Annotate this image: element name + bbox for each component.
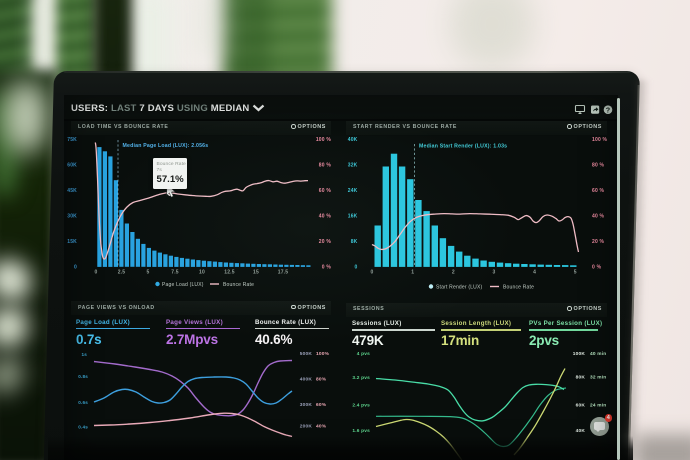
svg-text:300K: 300K — [300, 402, 313, 408]
svg-text:12.5: 12.5 — [224, 270, 235, 276]
svg-text:0.8s: 0.8s — [78, 374, 88, 379]
svg-text:0.4s: 0.4s — [78, 425, 88, 430]
svg-text:17.5: 17.5 — [278, 270, 289, 276]
svg-text:16K: 16K — [348, 214, 358, 220]
svg-text:24K: 24K — [348, 188, 358, 194]
svg-text:0: 0 — [95, 270, 98, 276]
svg-text:60K: 60K — [576, 403, 586, 409]
svg-text:100 %: 100 % — [592, 137, 608, 143]
svg-text:Median Start Render (LUX): 1.0: Median Start Render (LUX): 1.03s — [419, 144, 507, 150]
svg-text:1s: 1s — [81, 352, 87, 357]
svg-text:30K: 30K — [67, 214, 77, 220]
svg-text:Median Page Load (LUX): 2.056s: Median Page Load (LUX): 2.056s — [123, 143, 209, 149]
svg-text:8K: 8K — [351, 239, 358, 245]
svg-text:15: 15 — [253, 270, 259, 276]
svg-text:500K: 500K — [300, 351, 313, 357]
svg-text:400K: 400K — [300, 377, 313, 383]
svg-text:75K: 75K — [67, 137, 77, 143]
svg-text:40K: 40K — [576, 428, 586, 434]
svg-text:0 %: 0 % — [592, 265, 602, 271]
svg-text:3: 3 — [493, 270, 496, 276]
svg-text:0 %: 0 % — [322, 265, 332, 271]
svg-text:20 %: 20 % — [592, 239, 605, 245]
svg-text:2.5: 2.5 — [118, 270, 126, 276]
svg-text:5: 5 — [574, 270, 577, 276]
svg-text:40K: 40K — [348, 137, 358, 143]
svg-text:5: 5 — [147, 270, 150, 276]
svg-text:0.6s: 0.6s — [78, 400, 88, 405]
svg-text:1: 1 — [411, 270, 414, 276]
svg-text:40 %: 40 % — [319, 214, 332, 220]
svg-text:40 min: 40 min — [590, 351, 606, 357]
svg-text:100K: 100K — [573, 351, 586, 357]
svg-text:7.5: 7.5 — [171, 270, 179, 276]
svg-text:45K: 45K — [67, 188, 77, 194]
svg-text:60K: 60K — [67, 163, 77, 169]
svg-text:100%: 100% — [316, 351, 330, 357]
svg-text:200K: 200K — [300, 424, 313, 430]
svg-text:0: 0 — [371, 270, 374, 276]
svg-text:60 %: 60 % — [319, 188, 332, 194]
svg-text:?: ? — [606, 106, 610, 115]
svg-text:4 pvs: 4 pvs — [357, 351, 370, 357]
svg-text:100 %: 100 % — [316, 137, 332, 143]
svg-text:40 %: 40 % — [592, 214, 605, 220]
svg-text:20 %: 20 % — [319, 239, 332, 245]
svg-text:32 min: 32 min — [590, 375, 606, 381]
svg-text:80 %: 80 % — [319, 163, 332, 169]
svg-text:1.6 pvs: 1.6 pvs — [352, 428, 370, 434]
svg-text:24 min: 24 min — [590, 403, 606, 409]
svg-text:2: 2 — [452, 270, 455, 276]
svg-text:32K: 32K — [348, 163, 358, 169]
svg-text:0: 0 — [355, 265, 358, 271]
svg-text:80K: 80K — [576, 375, 586, 381]
svg-text:3.2 pvs: 3.2 pvs — [352, 375, 370, 381]
svg-text:80 %: 80 % — [592, 163, 605, 169]
svg-text:Page Load (LUX): Page Load (LUX) — [162, 282, 204, 288]
svg-text:0: 0 — [74, 265, 77, 271]
svg-text:4: 4 — [533, 270, 536, 276]
svg-text:15K: 15K — [67, 239, 77, 245]
svg-text:2.4 pvs: 2.4 pvs — [352, 403, 370, 409]
svg-text:Bounce Rate: Bounce Rate — [223, 282, 254, 288]
svg-text:60 %: 60 % — [592, 188, 605, 194]
svg-text:60%: 60% — [316, 402, 327, 408]
svg-text:80%: 80% — [316, 377, 327, 383]
svg-text:Bounce Rate: Bounce Rate — [503, 285, 534, 291]
svg-text:10: 10 — [199, 270, 205, 276]
svg-text:Start Render (LUX): Start Render (LUX) — [436, 285, 483, 291]
svg-text:40%: 40% — [316, 424, 327, 430]
